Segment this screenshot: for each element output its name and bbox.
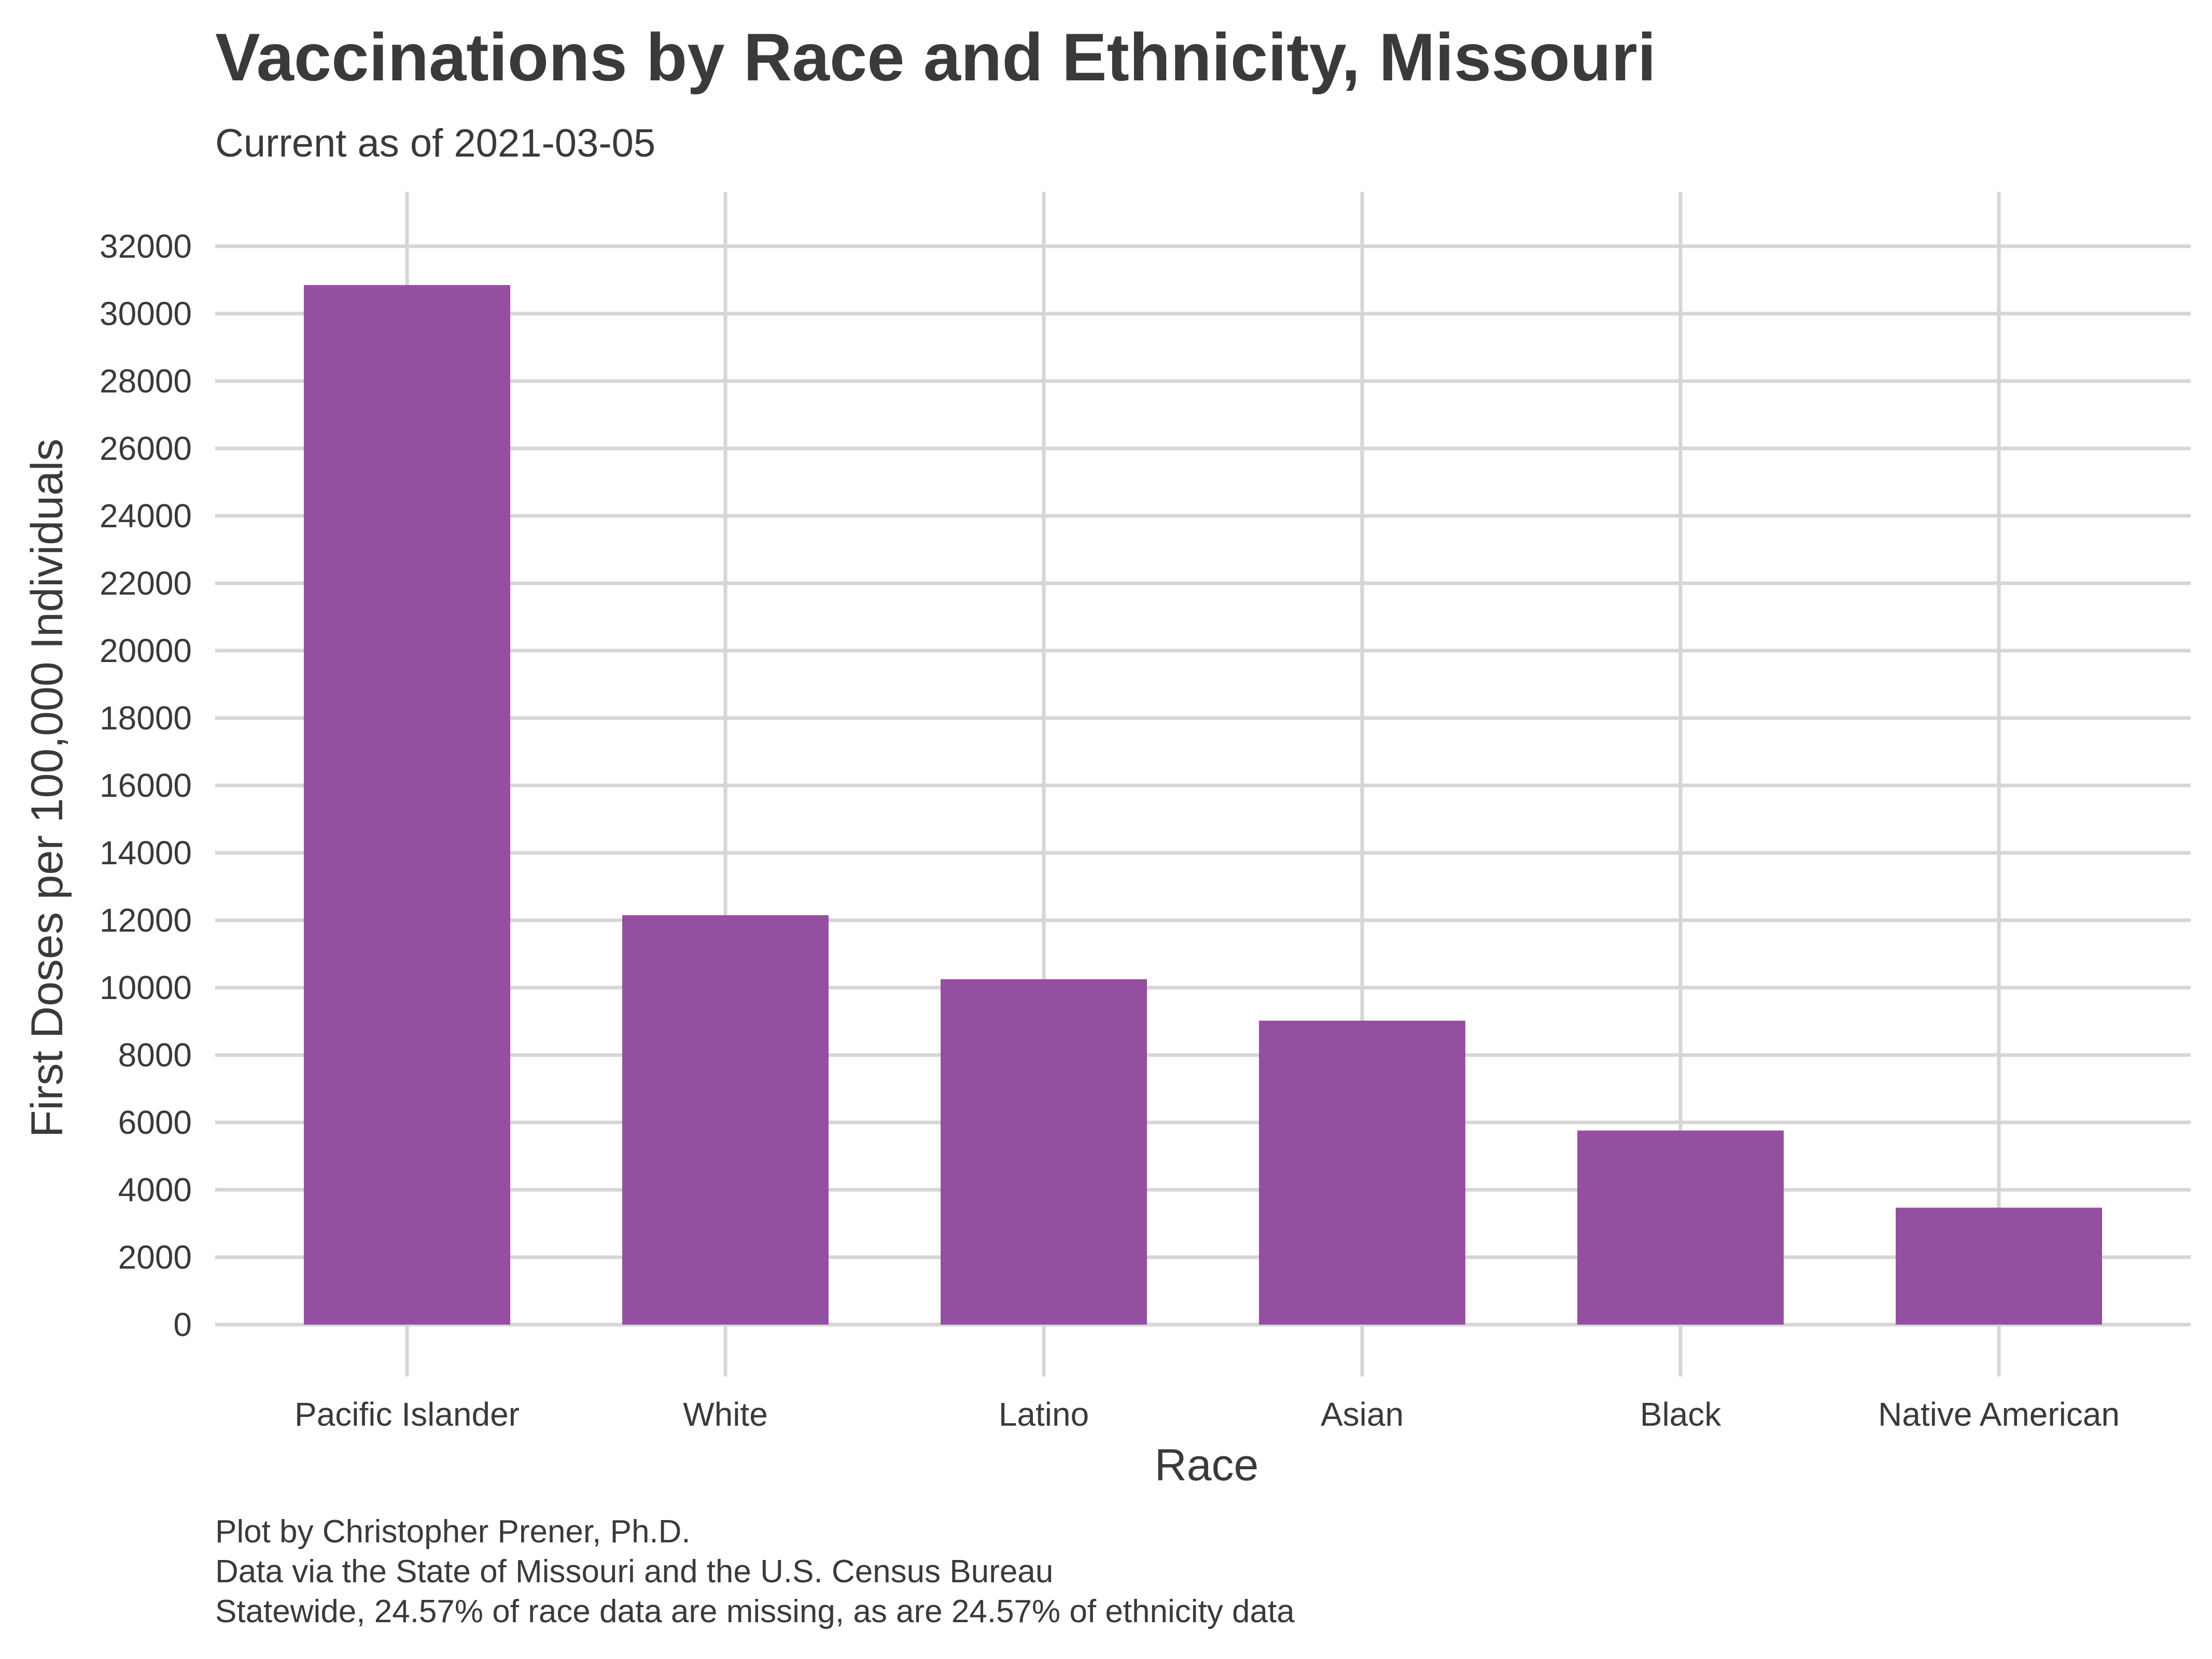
x-tick-label: Latino [999,1396,1089,1433]
y-tick-label: 12000 [100,902,192,939]
caption-missing-note: Statewide, 24.57% of race data are missi… [215,1594,1295,1629]
y-axis-tick-labels: 0 2000 4000 6000 8000 10000 12000 14000 16000 180… [100,228,192,1343]
y-tick-label: 30000 [100,295,192,332]
y-tick-label: 16000 [100,767,192,804]
y-tick-label: 14000 [100,834,192,871]
y-tick-label: 6000 [118,1104,192,1141]
x-axis-title: Race [1155,1440,1259,1490]
bar [622,915,829,1325]
y-tick-label: 32000 [100,228,192,265]
x-axis-tick-labels: Pacific Islander White Latino Asian Black Nat… [295,1396,2120,1433]
y-tick-label: 22000 [100,565,192,602]
caption-author: Plot by Christopher Prener, Ph.D. [215,1514,691,1550]
bar [1896,1207,2102,1325]
caption-source: Data via the State of Missouri and the U… [215,1554,1053,1590]
y-tick-label: 10000 [100,969,192,1006]
y-axis-title: First Doses per 100,000 Individuals [22,439,72,1137]
y-tick-label: 18000 [100,699,192,737]
bar [1577,1130,1784,1325]
chart-subtitle: Current as of 2021-03-05 [215,121,655,165]
y-tick-label: 26000 [100,430,192,467]
x-tick-label: Black [1640,1396,1722,1433]
chart-title: Vaccinations by Race and Ethnicity, Miss… [215,19,1656,95]
bar [1259,1020,1465,1325]
y-tick-label: 0 [173,1306,192,1343]
x-tick-label: Pacific Islander [295,1396,520,1433]
bar [304,285,510,1325]
horizontal-grid-lines [215,244,2191,1327]
y-tick-label: 4000 [118,1171,192,1208]
x-tick-label: White [683,1396,768,1433]
bar [941,979,1147,1325]
y-tick-label: 28000 [100,362,192,400]
y-tick-label: 20000 [100,632,192,669]
x-tick-label: Native American [1878,1396,2120,1433]
y-tick-label: 24000 [100,497,192,535]
bars-group [304,285,2102,1325]
y-tick-label: 8000 [118,1036,192,1074]
y-tick-label: 2000 [118,1239,192,1276]
x-tick-label: Asian [1321,1396,1404,1433]
